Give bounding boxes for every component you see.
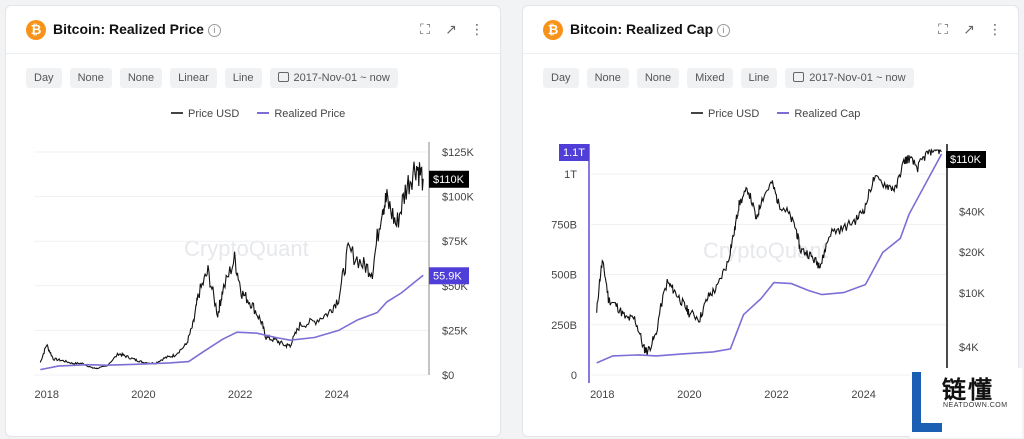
x-tick-label: 2022	[764, 389, 788, 401]
date-range-picker[interactable]: 2017-Nov-01 ~ now	[785, 68, 914, 88]
realized-price-panel: ₿ Bitcoin: Realized Price i ⛶ ↗ ⋮ Day Non…	[5, 5, 501, 437]
more-menu-icon[interactable]: ⋮	[988, 21, 1002, 37]
x-tick-label: 2024	[851, 389, 875, 401]
panel-header: ₿ Bitcoin: Realized Price i ⛶ ↗ ⋮	[6, 6, 500, 54]
calendar-icon	[793, 72, 805, 82]
logo-text: 链懂	[942, 376, 994, 404]
price-usd-line	[596, 147, 942, 356]
y-tick-label: $25K	[442, 325, 468, 337]
scale-select[interactable]: Mixed	[687, 68, 733, 88]
legend-price[interactable]: Price USD	[691, 108, 759, 120]
y-left-tick-label: 0	[571, 370, 577, 382]
realized-marker-label: 1.1T	[563, 147, 585, 159]
y-right-tick-label: $40K	[959, 206, 985, 218]
y-left-tick-label: 1T	[564, 169, 577, 181]
price-usd-line	[39, 161, 424, 370]
x-tick-label: 2018	[590, 389, 614, 401]
bitcoin-icon: ₿	[543, 20, 563, 40]
info-icon[interactable]: i	[717, 24, 731, 37]
price-marker-label: $110K	[433, 174, 465, 186]
bitcoin-icon: ₿	[26, 20, 46, 40]
window-select[interactable]: None	[69, 68, 112, 88]
x-tick-label: 2022	[228, 389, 252, 401]
chart-type-select[interactable]: Line	[740, 68, 778, 88]
logo-mark-icon	[910, 368, 942, 432]
interval-select[interactable]: Day	[26, 68, 62, 88]
y-left-tick-label: 750B	[551, 219, 577, 231]
y-tick-label: $75K	[442, 236, 468, 248]
y-right-tick-label: $10K	[959, 288, 985, 300]
realized-price-line	[40, 274, 424, 371]
window-select[interactable]: None	[586, 68, 629, 88]
logo-domain: NEATDOWN.COM	[943, 402, 1008, 409]
realized-cap-chart: CryptoQuant0250B500B750B1T$4K$10K$20K$40…	[551, 144, 986, 401]
x-tick-label: 2018	[35, 389, 59, 401]
x-tick-label: 2024	[325, 389, 349, 401]
legend-realized[interactable]: Realized Price	[257, 108, 345, 120]
panel-header: ₿ Bitcoin: Realized Cap i ⛶ ↗ ⋮	[523, 6, 1018, 54]
indicator-select[interactable]: None	[636, 68, 680, 88]
price-marker	[429, 170, 469, 188]
fullscreen-icon[interactable]: ⛶	[420, 21, 430, 37]
scale-select[interactable]: Linear	[170, 68, 217, 88]
y-tick-label: $125K	[442, 147, 474, 159]
chart-title: Bitcoin: Realized Price i	[53, 21, 221, 37]
calendar-icon	[277, 72, 289, 82]
realized-cap-line	[596, 153, 943, 364]
more-menu-icon[interactable]: ⋮	[470, 21, 484, 37]
chart-legend: Price USD Realized Price	[171, 108, 345, 120]
info-icon[interactable]: i	[207, 24, 221, 37]
chart-title: Bitcoin: Realized Cap i	[570, 21, 731, 37]
indicator-select[interactable]: None	[119, 68, 163, 88]
legend-price[interactable]: Price USD	[171, 108, 239, 120]
chart-options: Day None None Mixed Line 2017-Nov-01 ~ n…	[543, 68, 914, 88]
open-external-icon[interactable]: ↗	[963, 21, 975, 37]
realized-marker	[429, 267, 469, 285]
y-right-tick-label: $20K	[959, 247, 985, 259]
legend-realized[interactable]: Realized Cap	[777, 108, 860, 120]
site-logo: 链懂 NEATDOWN.COM	[910, 368, 1022, 438]
y-left-tick-label: 500B	[551, 270, 577, 282]
chart-options: Day None None Linear Line 2017-Nov-01 ~ …	[26, 68, 398, 88]
y-right-tick-label: $4K	[959, 342, 979, 354]
open-external-icon[interactable]: ↗	[445, 21, 457, 37]
y-tick-label: $0	[442, 370, 454, 382]
interval-select[interactable]: Day	[543, 68, 579, 88]
date-range-picker[interactable]: 2017-Nov-01 ~ now	[269, 68, 398, 88]
chart-legend: Price USD Realized Cap	[691, 108, 860, 120]
price-marker-label: $110K	[950, 154, 982, 166]
watermark: CryptoQuant	[184, 236, 309, 261]
realized-marker	[559, 144, 589, 161]
y-left-tick-label: 250B	[551, 320, 577, 332]
chart-type-select[interactable]: Line	[224, 68, 262, 88]
realized-cap-panel: ₿ Bitcoin: Realized Cap i ⛶ ↗ ⋮ Day None …	[522, 5, 1019, 437]
y-tick-label: $100K	[442, 192, 474, 204]
x-tick-label: 2020	[131, 389, 155, 401]
price-marker	[946, 151, 986, 168]
x-tick-label: 2020	[677, 389, 701, 401]
realized-marker-label: 55.9K	[433, 270, 462, 282]
fullscreen-icon[interactable]: ⛶	[938, 21, 948, 37]
